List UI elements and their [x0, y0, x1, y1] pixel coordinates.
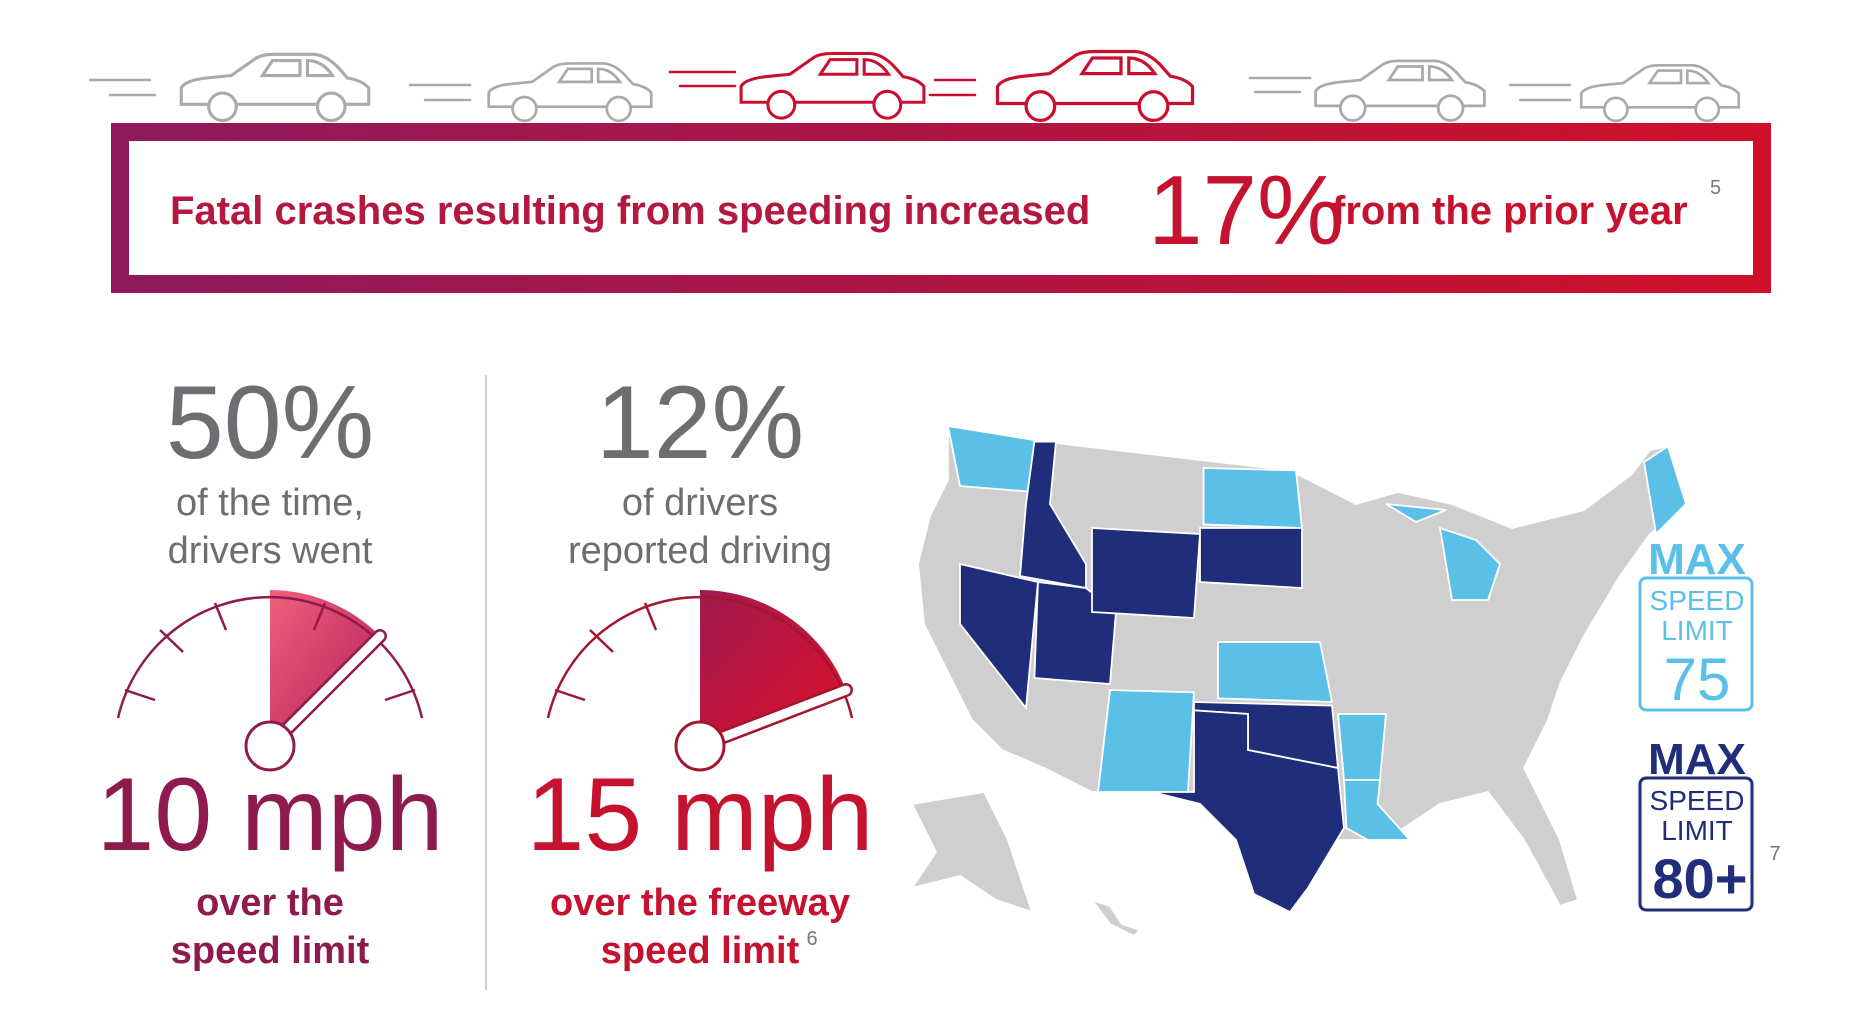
legend-text: SPEED [1650, 785, 1745, 816]
car-red [668, 49, 1195, 123]
legend-title: MAX [1648, 535, 1746, 584]
gauge [546, 589, 854, 772]
stat-text: reported driving [568, 530, 832, 572]
legend-value: 75 [1664, 646, 1731, 713]
footnote: 7 [1769, 843, 1780, 865]
legend-value: 80+ [1653, 847, 1748, 910]
speed: 15 mph [527, 757, 874, 873]
stat-text: of drivers [622, 482, 778, 524]
stat-2: 12% of drivers reported driving 15 mph o… [527, 365, 874, 972]
banner-text: Fatal crashes resulting from speeding in… [170, 189, 1090, 233]
banner-stat: 17% [1148, 155, 1344, 265]
banner-text: from the prior year [1332, 189, 1688, 233]
gauge [116, 590, 424, 772]
stat-text: of the time, [176, 482, 364, 524]
banner-frame [111, 123, 1771, 293]
legend-box [1638, 576, 1754, 712]
legend-75: MAX SPEED LIMIT 75 [1638, 535, 1754, 713]
stat-value: 12% [596, 365, 804, 481]
stat-1: 50% of the time, drivers went 10 mph ove… [97, 365, 444, 972]
caption: over the freeway [550, 882, 850, 924]
car-gray [88, 52, 653, 123]
stat-value: 50% [166, 365, 374, 481]
legend-80: MAX SPEED LIMIT 80+ 7 [1638, 735, 1781, 912]
stat-text: drivers went [168, 530, 373, 572]
legend-box [1638, 776, 1754, 912]
caption: speed limit [601, 930, 800, 972]
caption: over the [196, 882, 344, 924]
caption: speed limit [171, 930, 370, 972]
legend-title: MAX [1648, 735, 1746, 784]
footnote: 6 [806, 928, 817, 950]
legend-text: LIMIT [1661, 615, 1733, 646]
speed: 10 mph [97, 757, 444, 873]
car-gray [1248, 59, 1741, 123]
legend-text: SPEED [1650, 585, 1745, 616]
us-map [909, 424, 1688, 938]
legend-text: LIMIT [1661, 815, 1733, 846]
footnote: 5 [1710, 177, 1721, 199]
cars [88, 49, 1741, 123]
